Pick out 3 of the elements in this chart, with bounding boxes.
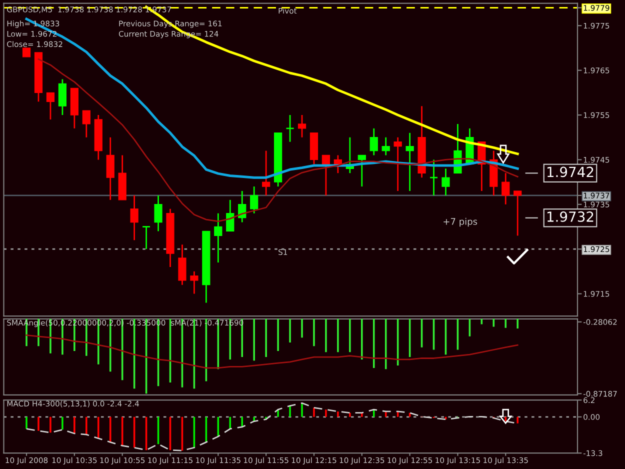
annotation: +7 pips — [444, 218, 478, 227]
text: 1.9732 — [547, 211, 594, 222]
text: 1.9742 — [547, 166, 594, 178]
